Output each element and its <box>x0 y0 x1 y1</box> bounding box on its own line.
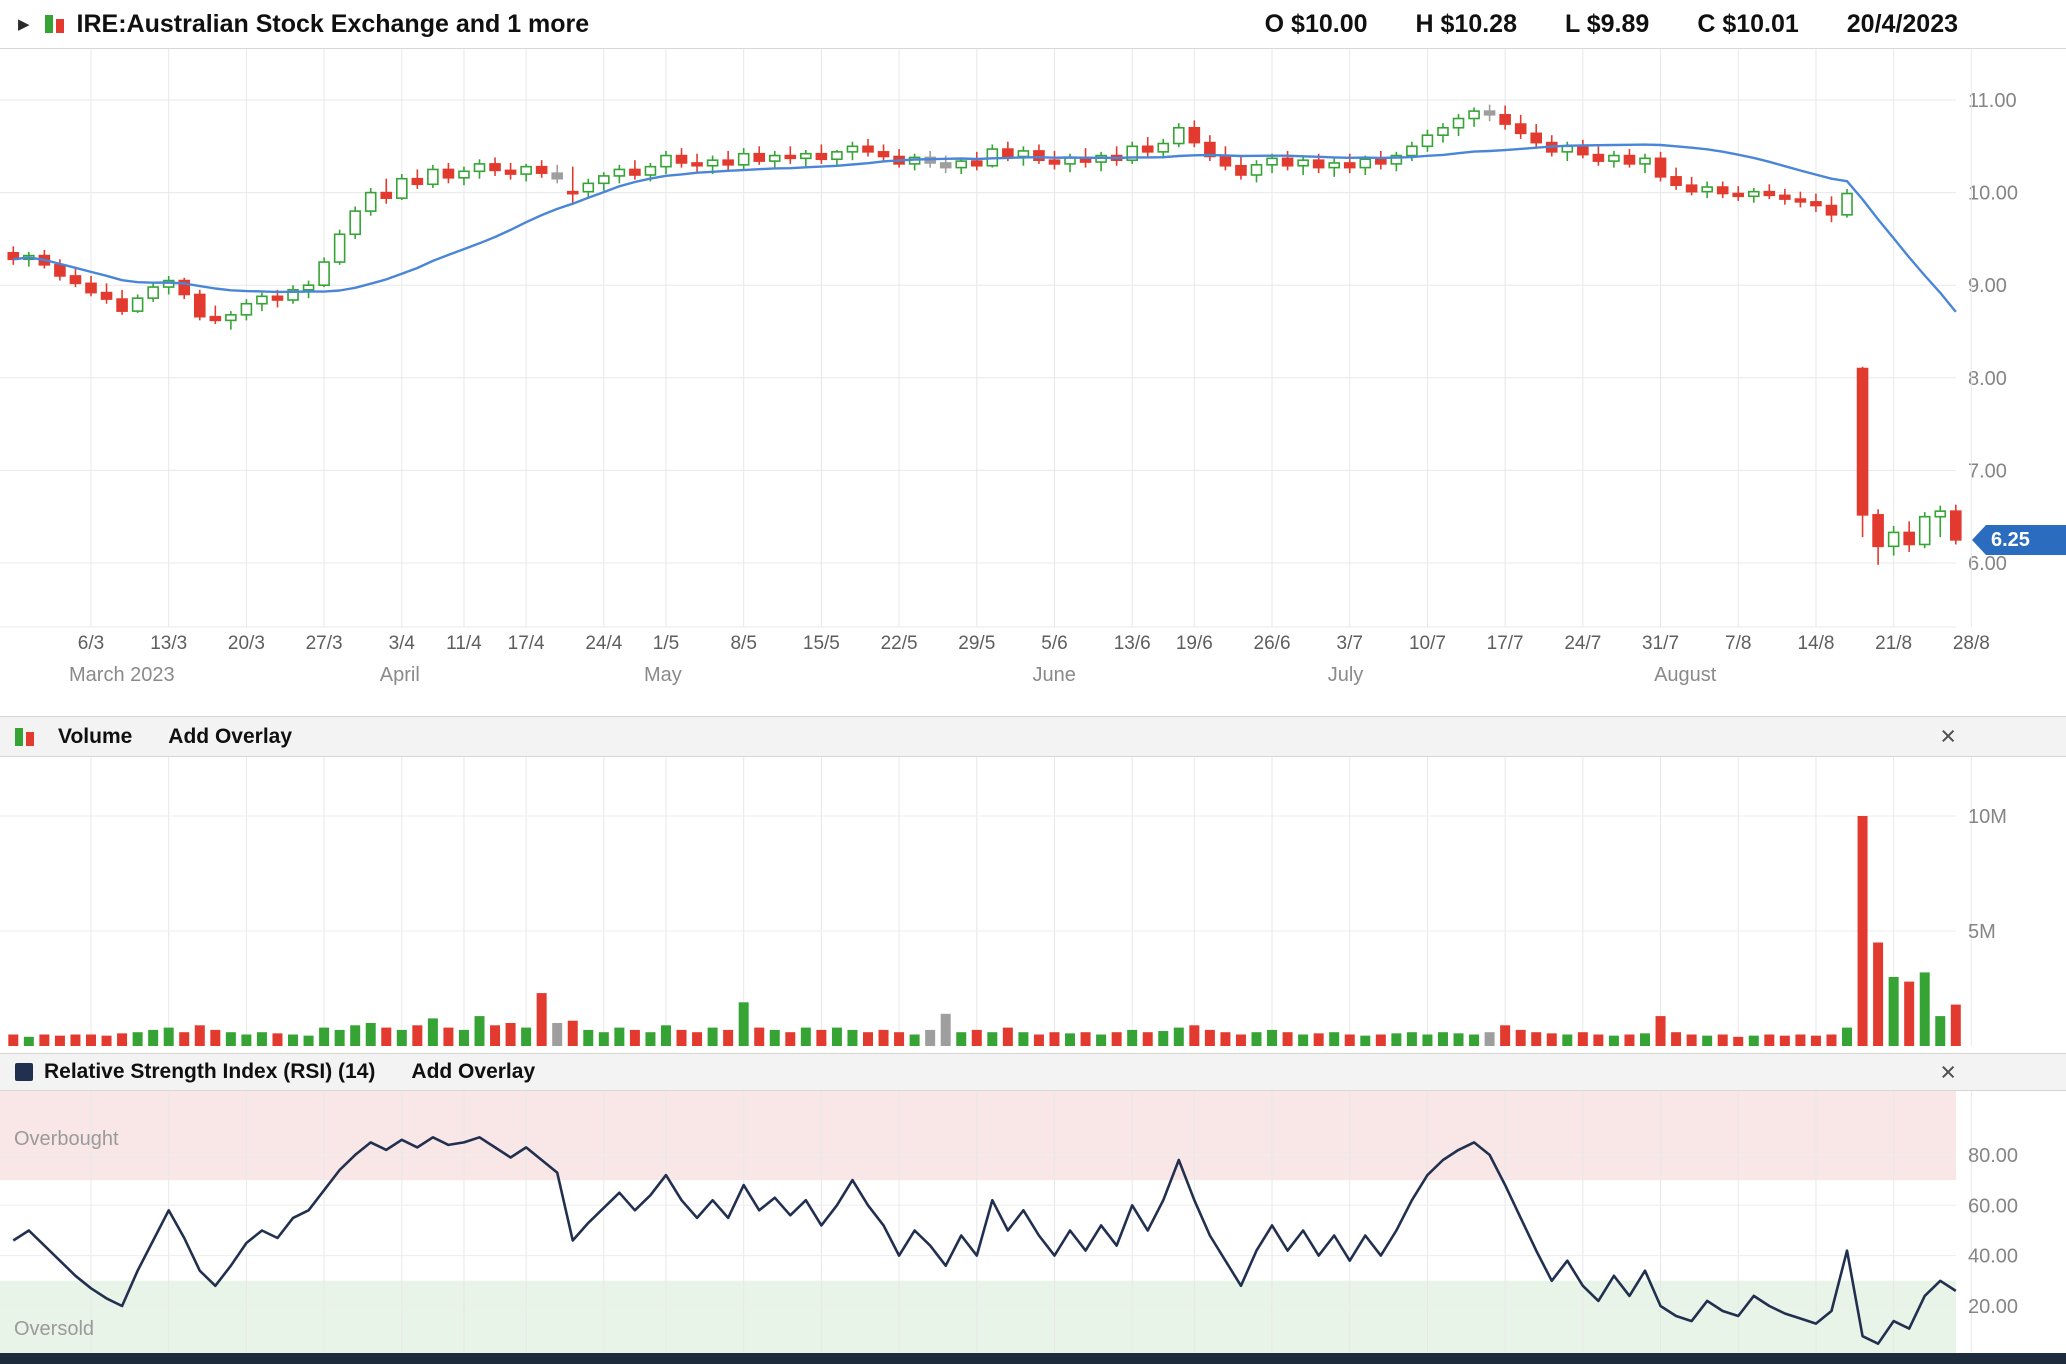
svg-text:6/3: 6/3 <box>78 633 104 654</box>
svg-text:9.00: 9.00 <box>1968 275 2007 297</box>
svg-text:8.00: 8.00 <box>1968 368 2007 390</box>
price-panel-header: ▶ IRE:Australian Stock Exchange and 1 mo… <box>0 0 2066 49</box>
candlestick-series-icon <box>44 15 64 33</box>
svg-text:11/4: 11/4 <box>446 633 482 654</box>
svg-text:May: May <box>644 664 682 686</box>
chart-title: IRE:Australian Stock Exchange and 1 more <box>76 9 590 38</box>
volume-panel-title: Volume <box>58 724 133 748</box>
svg-text:7.00: 7.00 <box>1968 460 2007 482</box>
svg-text:15/5: 15/5 <box>803 633 840 654</box>
svg-text:21/8: 21/8 <box>1875 633 1912 654</box>
svg-text:14/8: 14/8 <box>1797 633 1834 654</box>
svg-text:1/5: 1/5 <box>653 633 679 654</box>
volume-series-icon <box>15 727 34 746</box>
svg-text:August: August <box>1654 664 1717 686</box>
ohlc-date: 20/4/2023 <box>1846 9 1958 38</box>
volume-bar-chart[interactable]: 10M 5M <box>0 757 2066 1053</box>
svg-text:20/3: 20/3 <box>228 633 265 654</box>
oversold-zone-label: Oversold <box>14 1318 95 1340</box>
panel-bottom-bar <box>0 1353 2066 1364</box>
svg-text:10/7: 10/7 <box>1409 633 1446 654</box>
volume-add-overlay-button[interactable]: Add Overlay <box>168 724 293 748</box>
overbought-zone-label: Overbought <box>14 1128 119 1150</box>
volume-panel-header: Volume Add Overlay × <box>0 716 2066 757</box>
svg-text:March 2023: March 2023 <box>69 664 175 686</box>
svg-text:27/3: 27/3 <box>306 633 343 654</box>
svg-text:5M: 5M <box>1968 921 1996 943</box>
svg-text:13/6: 13/6 <box>1114 633 1151 654</box>
svg-text:17/7: 17/7 <box>1487 633 1524 654</box>
rsi-add-overlay-button[interactable]: Add Overlay <box>411 1060 536 1083</box>
svg-text:26/6: 26/6 <box>1254 633 1291 654</box>
rsi-close-icon[interactable]: × <box>1940 1056 1956 1087</box>
svg-text:April: April <box>380 664 420 686</box>
svg-text:28/8: 28/8 <box>1953 633 1990 654</box>
price-candlestick-chart[interactable]: 11.00 10.00 9.00 8.00 7.00 6.00 6/3 13/3 20/3 27/… <box>0 49 2066 716</box>
rsi-panel-header: Relative Strength Index (RSI) (14) Add O… <box>0 1053 2066 1091</box>
expand-arrow-icon[interactable]: ▶ <box>18 16 30 33</box>
svg-text:20.00: 20.00 <box>1968 1296 2018 1318</box>
ohlc-high: H $10.28 <box>1415 9 1517 38</box>
svg-text:8/5: 8/5 <box>730 633 756 654</box>
rsi-panel-title: Relative Strength Index (RSI) (14) <box>44 1060 376 1083</box>
svg-text:7/8: 7/8 <box>1725 633 1751 654</box>
svg-text:60.00: 60.00 <box>1968 1195 2018 1217</box>
svg-text:June: June <box>1032 664 1075 686</box>
ohlc-open: O $10.00 <box>1264 9 1368 38</box>
svg-text:11.00: 11.00 <box>1968 90 2017 112</box>
svg-text:6.00: 6.00 <box>1968 553 2007 575</box>
svg-text:10.00: 10.00 <box>1968 183 2018 205</box>
svg-text:3/7: 3/7 <box>1337 633 1363 654</box>
svg-text:July: July <box>1328 664 1364 686</box>
svg-text:5/6: 5/6 <box>1041 633 1067 654</box>
svg-text:31/7: 31/7 <box>1642 633 1679 654</box>
svg-text:24/7: 24/7 <box>1564 633 1601 654</box>
ohlc-low: L $9.89 <box>1564 9 1650 38</box>
svg-text:29/5: 29/5 <box>958 633 995 654</box>
svg-text:10M: 10M <box>1968 806 2007 828</box>
last-price-tag: 6.25 <box>1972 525 2066 555</box>
svg-text:24/4: 24/4 <box>585 633 622 654</box>
svg-text:40.00: 40.00 <box>1968 1246 2018 1268</box>
svg-text:19/6: 19/6 <box>1176 633 1213 654</box>
svg-text:17/4: 17/4 <box>508 633 545 654</box>
ohlc-readout: O $10.00 H $10.28 L $9.89 C $10.01 20/4/… <box>1265 10 2066 39</box>
svg-text:80.00: 80.00 <box>1968 1145 2018 1167</box>
rsi-line-chart[interactable]: 80.00 60.00 40.00 20.00 <box>0 1091 2066 1364</box>
svg-text:3/4: 3/4 <box>389 633 416 654</box>
ohlc-close: C $10.01 <box>1697 9 1799 38</box>
volume-close-icon[interactable]: × <box>1940 721 1956 751</box>
svg-text:13/3: 13/3 <box>150 633 187 654</box>
rsi-series-icon <box>15 1063 33 1081</box>
svg-text:22/5: 22/5 <box>881 633 918 654</box>
